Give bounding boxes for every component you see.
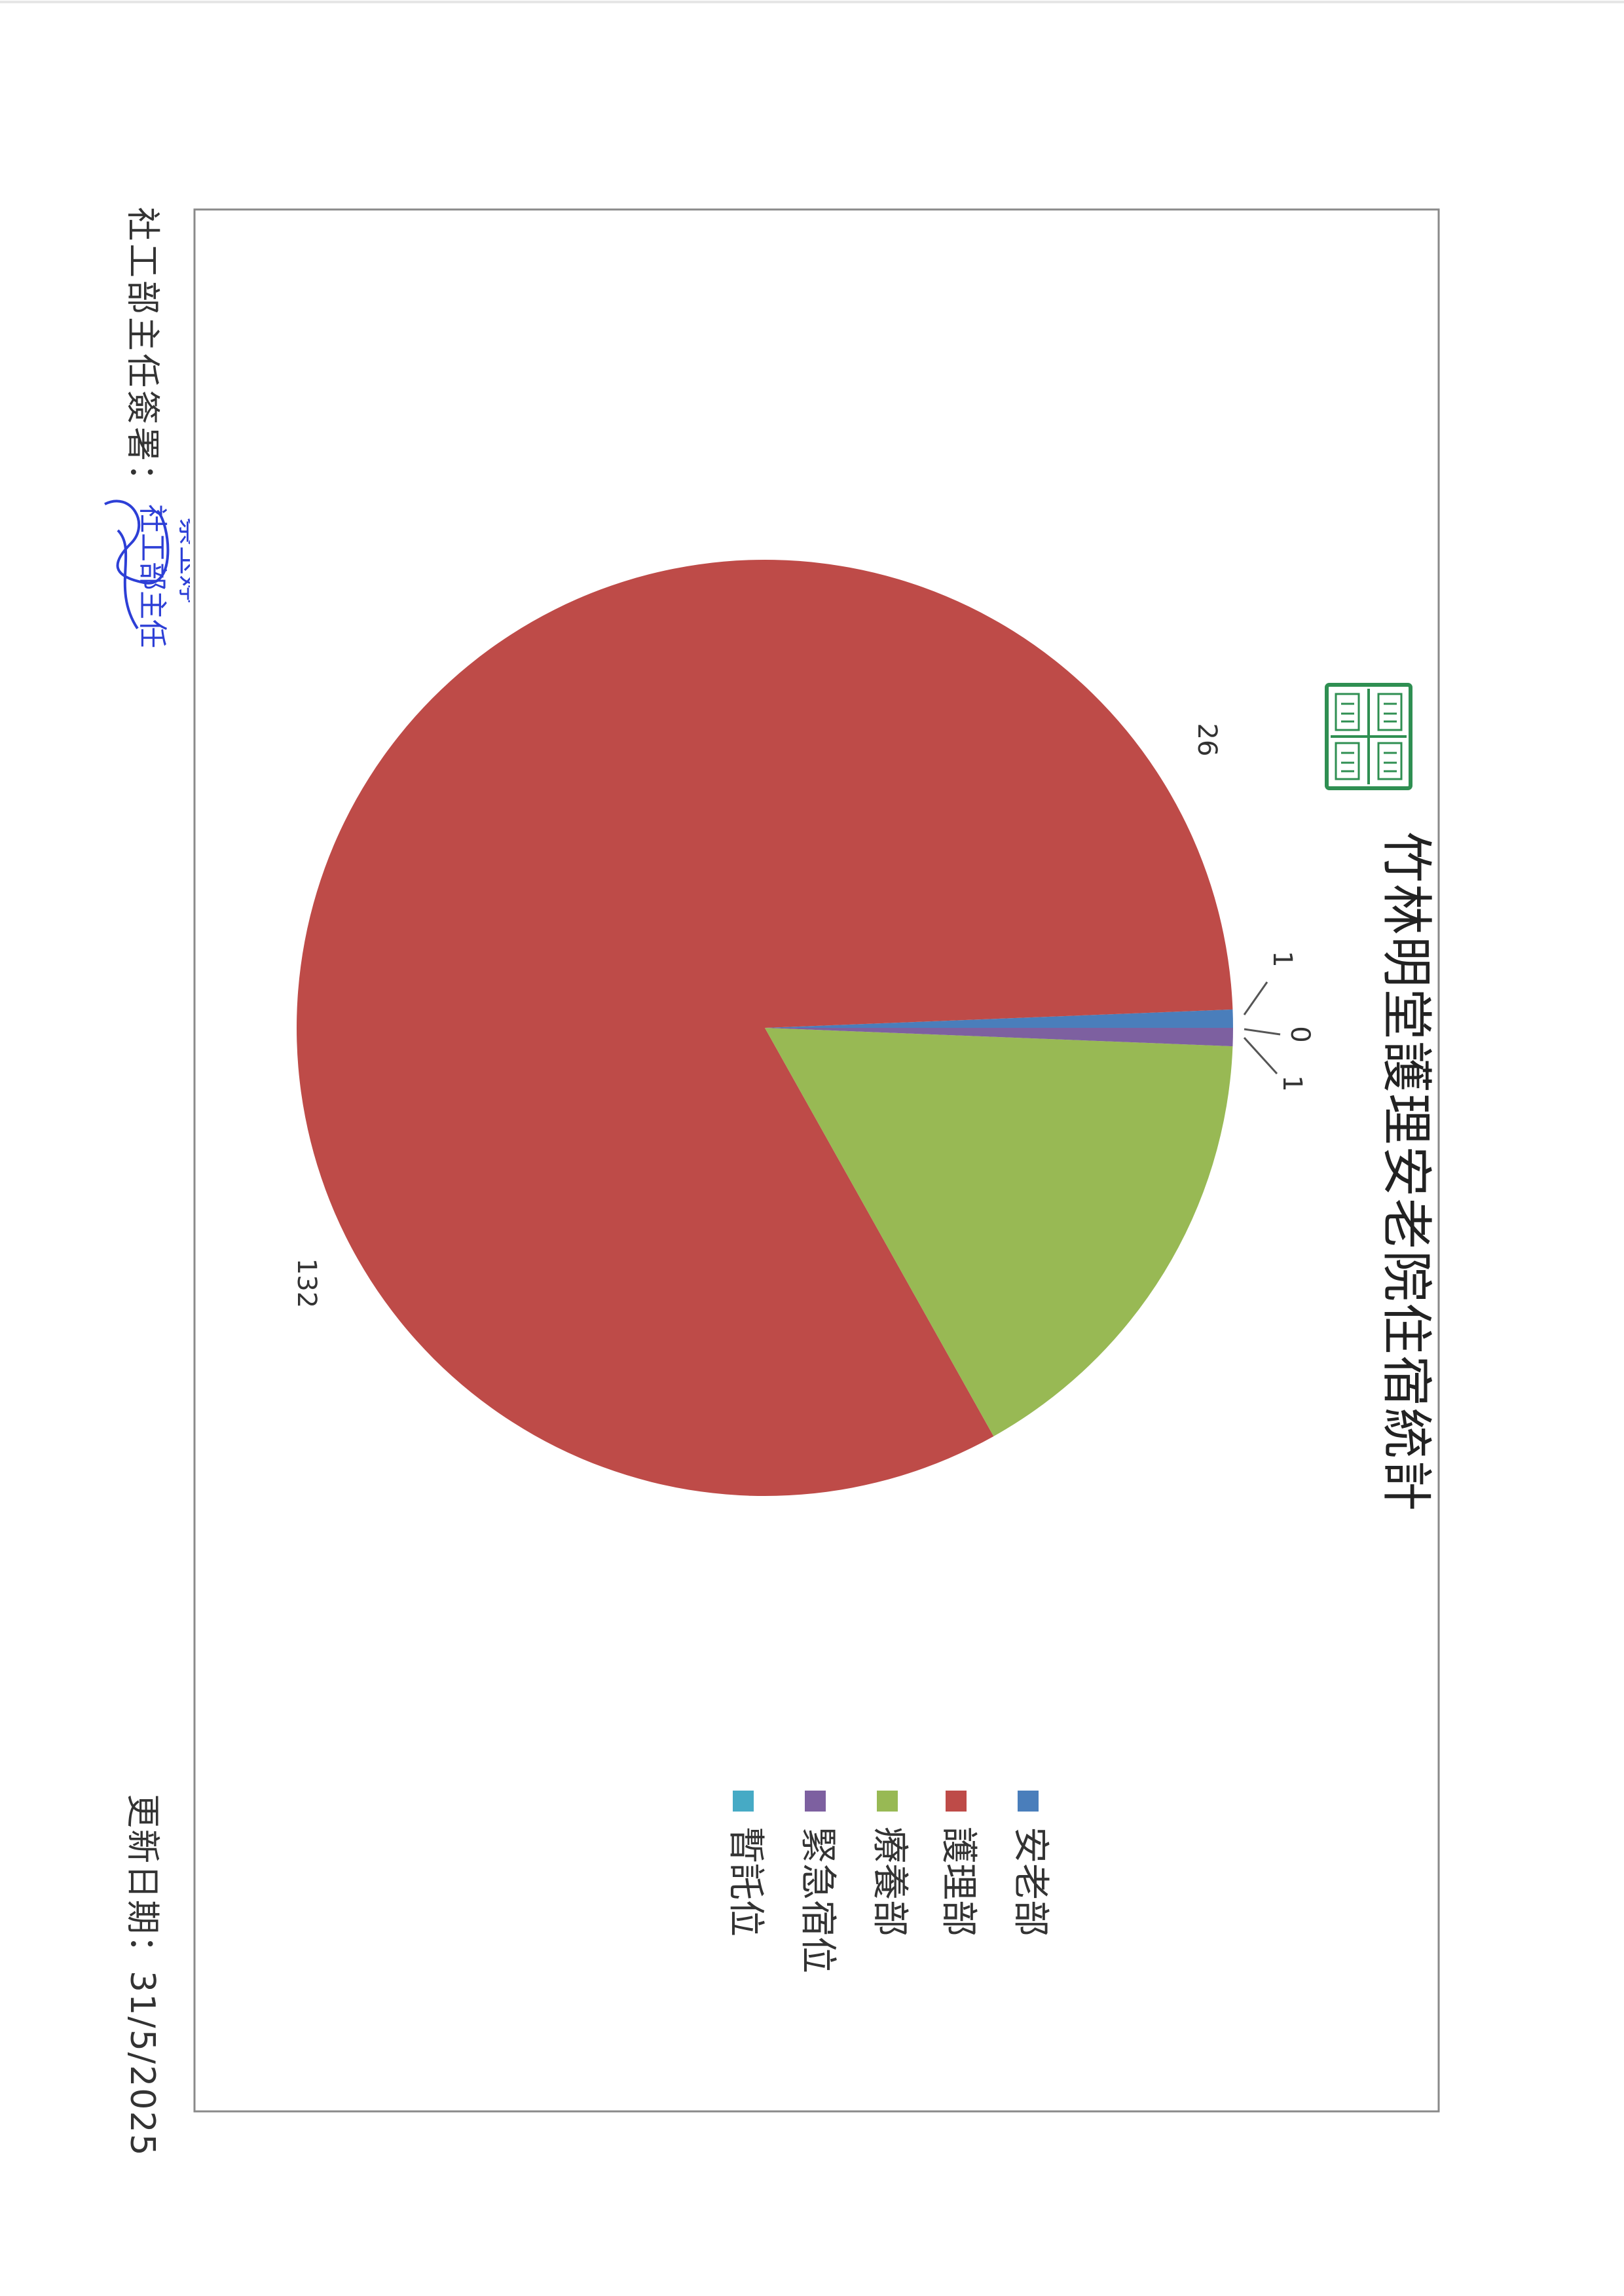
signature-label: 社工部主任簽署： bbox=[122, 207, 162, 501]
data-label-3: 1 bbox=[1267, 951, 1297, 967]
leader-line-0 bbox=[1243, 1036, 1278, 1075]
legend-swatch-2 bbox=[877, 1791, 898, 1812]
legend-label-2: 療養部 bbox=[868, 1827, 911, 1937]
legend-swatch-3 bbox=[805, 1791, 826, 1812]
pie-slice-2 bbox=[765, 1028, 1233, 1436]
data-label-0: 1 bbox=[1277, 1075, 1307, 1091]
pie-labels: 1 132 26 1 0 bbox=[291, 723, 1315, 1309]
data-label-2: 26 bbox=[1192, 723, 1222, 757]
legend-label-3: 緊急宿位 bbox=[796, 1827, 839, 1973]
signature-stamp-name: 蔡玉婷 bbox=[175, 517, 190, 604]
legend-swatch-4 bbox=[733, 1791, 754, 1812]
legend-label-4: 暫託位 bbox=[724, 1827, 767, 1937]
seal-stamp-icon bbox=[1325, 683, 1412, 790]
leader-line-4 bbox=[1244, 1028, 1281, 1036]
chart-title: 竹林明堂護理安老院住宿統計 bbox=[1376, 831, 1435, 1513]
data-label-4: 0 bbox=[1285, 1026, 1315, 1042]
pie-slices bbox=[296, 560, 1233, 1497]
pie-slice-1 bbox=[296, 560, 1233, 1497]
data-label-1: 132 bbox=[291, 1258, 322, 1308]
legend-label-0: 安老部 bbox=[1009, 1827, 1052, 1937]
legend-swatch-0 bbox=[1018, 1791, 1039, 1812]
update-date: 更新日期：31/5/2025 bbox=[122, 1794, 162, 2157]
leader-line-3 bbox=[1243, 981, 1268, 1015]
chart-border bbox=[193, 208, 1440, 2113]
signature-stamp-position: 社工部主任 bbox=[136, 504, 169, 648]
signature-stamp: 蔡玉婷 社工部主任 bbox=[104, 500, 190, 648]
signature-scribble-icon bbox=[104, 500, 170, 630]
legend-swatch-1 bbox=[946, 1791, 967, 1812]
pie-slice-3 bbox=[765, 1028, 1233, 1047]
legend-label-1: 護理部 bbox=[937, 1827, 980, 1937]
pie-slice-0 bbox=[765, 1009, 1233, 1028]
